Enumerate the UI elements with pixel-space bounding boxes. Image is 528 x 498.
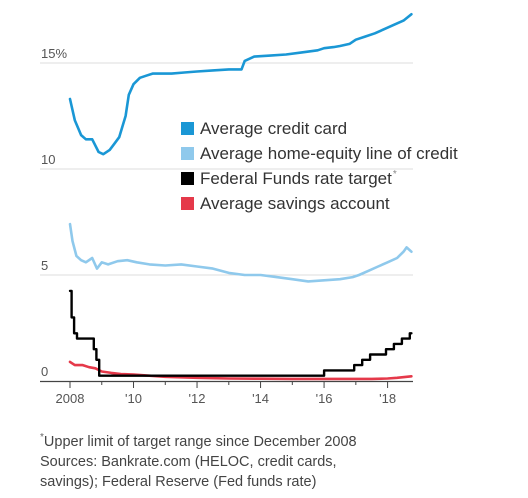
- footnote-marker: *: [40, 432, 44, 444]
- y-axis-labels: 0 5 10 15%: [41, 46, 67, 379]
- y-tick-label-15: 15%: [41, 46, 67, 61]
- legend: Average credit card Average home-equity l…: [181, 119, 458, 213]
- series-line-average-home-equity-line-of-credit: [68, 222, 413, 283]
- y-tick-label-5: 5: [41, 258, 48, 273]
- series-line-federal-funds-rate-target: [68, 289, 413, 377]
- y-tick-label-0: 0: [41, 364, 48, 379]
- legend-swatch-average-home-equity-line-of-credit: [181, 147, 194, 160]
- grid-lines: [40, 62, 413, 276]
- legend-label-average-home-equity-line-of-credit: Average home-equity line of credit: [200, 144, 458, 163]
- legend-label-federal-funds-rate-target: Federal Funds rate target: [200, 169, 392, 188]
- sources-line-2: savings); Federal Reserve (Fed funds rat…: [40, 474, 317, 490]
- legend-footnote-marker: *: [393, 169, 397, 180]
- chart-notes: *Upper limit of target range since Decem…: [40, 432, 510, 492]
- sources-line-1: Sources: Bankrate.com (HELOC, credit car…: [40, 454, 337, 470]
- x-tick-label-2018: '18: [379, 391, 396, 406]
- legend-label-average-credit-card: Average credit card: [200, 119, 347, 138]
- legend-swatch-average-savings-account: [181, 197, 194, 210]
- x-tick-label-2014: '14: [252, 391, 269, 406]
- series-line-average-credit-card: [68, 12, 413, 156]
- rates-chart: 0 5 10 15% 2008 '10 '12 '14 '16 '18 Average cred…: [40, 12, 458, 406]
- x-axis: 2008 '10 '12 '14 '16 '18: [40, 380, 413, 406]
- y-tick-label-10: 10: [41, 152, 55, 167]
- legend-label-average-savings-account: Average savings account: [200, 194, 390, 213]
- x-tick-label-2010: '10: [125, 391, 142, 406]
- series-lines: [68, 12, 413, 381]
- footnote: *Upper limit of target range since Decem…: [40, 432, 510, 452]
- legend-swatch-average-credit-card: [181, 122, 194, 135]
- x-tick-label-2012: '12: [189, 391, 206, 406]
- x-tick-label-2008: 2008: [56, 391, 85, 406]
- footnote-text: Upper limit of target range since Decemb…: [43, 434, 357, 450]
- legend-swatch-federal-funds-rate-target: [181, 172, 194, 185]
- x-tick-label-2016: '16: [316, 391, 333, 406]
